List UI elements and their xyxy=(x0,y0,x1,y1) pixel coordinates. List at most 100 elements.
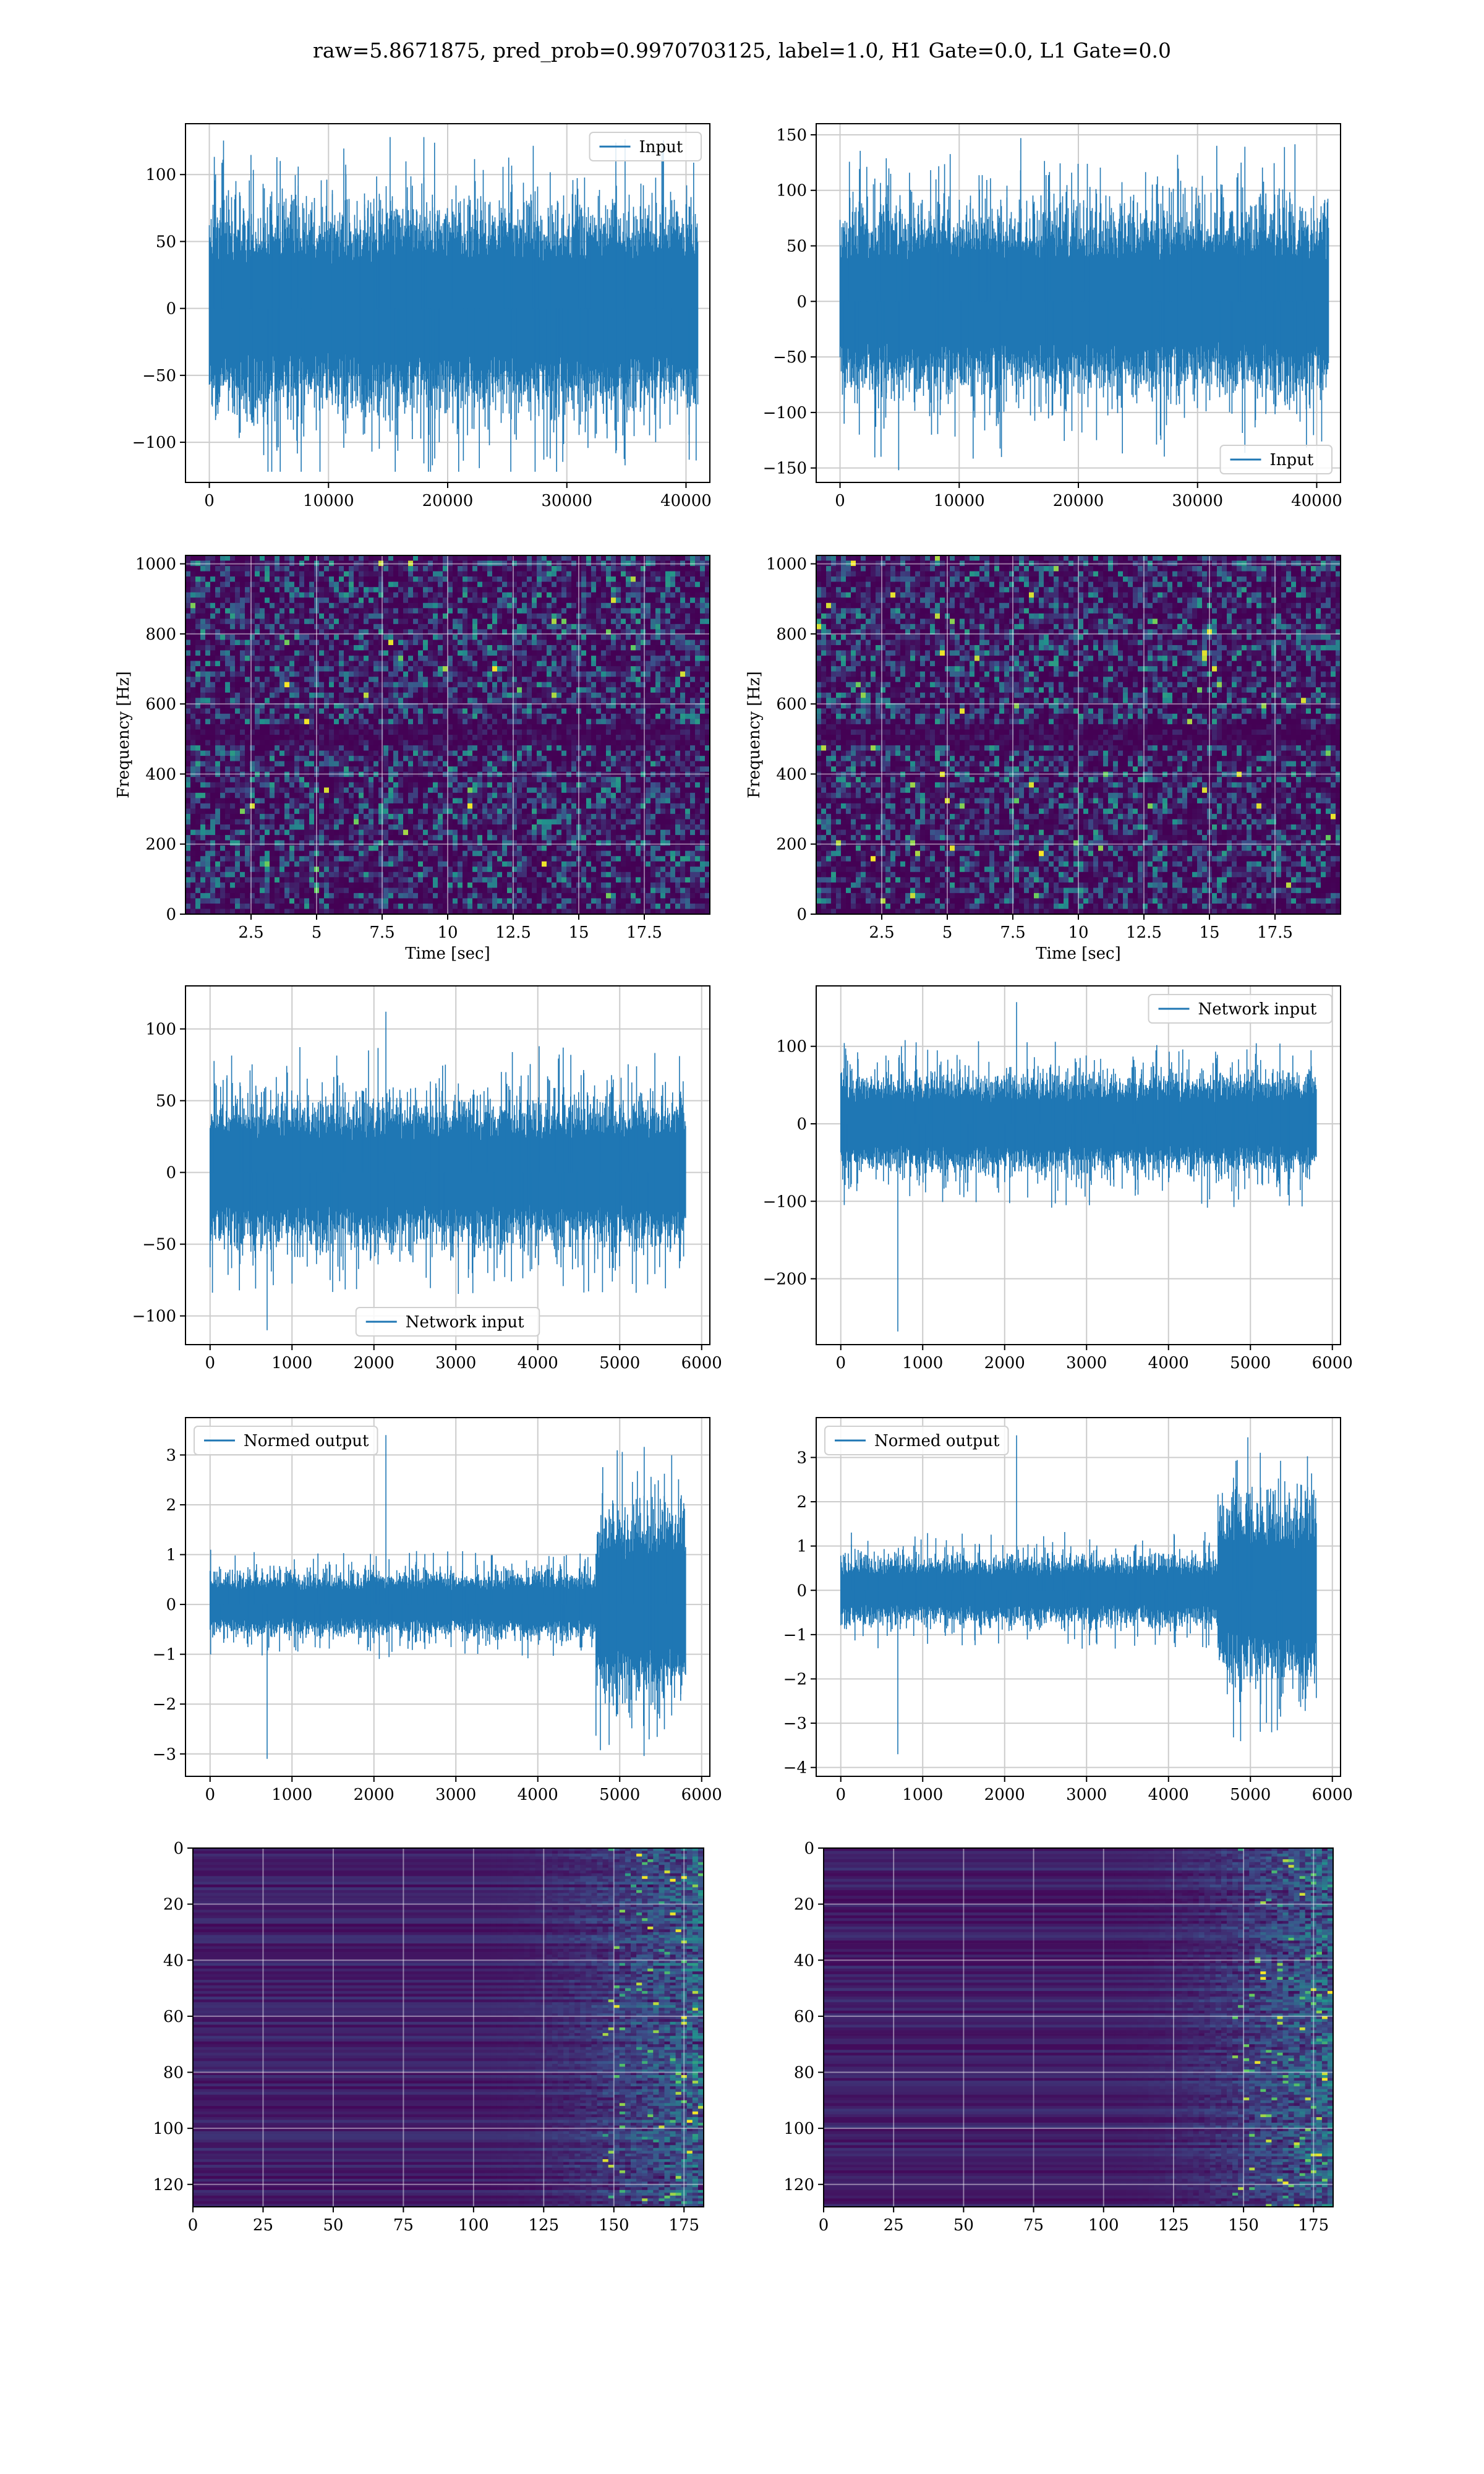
panel-p3-cell xyxy=(373,724,379,730)
panel-p3-cell xyxy=(596,634,602,640)
panel-p3-cell xyxy=(418,602,424,609)
panel-p3-cell xyxy=(413,708,419,714)
panel-p3-cell xyxy=(700,703,706,709)
panel-p3-cell xyxy=(448,671,453,677)
panel-p3-cell xyxy=(413,724,419,730)
panel-p3-cell xyxy=(626,729,631,735)
panel-p3-cell xyxy=(200,597,206,604)
panel-p3-cell xyxy=(364,750,369,756)
panel-p3-cell xyxy=(373,597,379,604)
panel-p3-cell xyxy=(616,613,621,619)
panel-p3-cell xyxy=(621,566,626,572)
panel-p3-cell xyxy=(695,566,701,572)
panel-p3-cell xyxy=(581,661,587,667)
panel-p3-cell xyxy=(294,613,300,619)
panel-p3-cell xyxy=(438,687,443,693)
panel-p3-cell xyxy=(685,750,691,756)
panel-p3-cell xyxy=(423,555,429,562)
panel-p3-cell xyxy=(443,618,448,625)
panel-p3-cell xyxy=(660,677,666,683)
panel-p3-cell xyxy=(611,708,616,714)
panel-p3-cell xyxy=(309,645,315,651)
panel-p3-cell xyxy=(393,634,399,640)
panel-p3-cell xyxy=(443,566,448,572)
panel-p3-cell xyxy=(492,692,498,698)
panel-p3-cell xyxy=(433,560,438,567)
panel-p3-cell xyxy=(294,581,300,588)
panel-p3-cell xyxy=(547,592,552,598)
panel-p3-cell xyxy=(438,645,443,651)
panel-p3-cell xyxy=(566,698,572,704)
panel-p3-cell xyxy=(284,555,290,562)
panel-p3-cell xyxy=(418,792,424,798)
panel-p3-cell xyxy=(527,566,532,572)
panel-p3-cell xyxy=(359,777,364,783)
panel-p3-cell xyxy=(428,719,433,725)
panel-p3-cell xyxy=(492,566,498,572)
panel-p3-cell xyxy=(245,745,250,751)
panel-p3-cell xyxy=(289,713,295,719)
panel-p3-cell xyxy=(359,602,364,609)
panel-p3-cell xyxy=(408,566,414,572)
panel-p3-cell xyxy=(270,634,275,640)
panel-p3-cell xyxy=(453,792,458,798)
panel-p3-cell xyxy=(552,756,557,762)
panel-p3-cell xyxy=(393,787,399,794)
panel-p3-cell xyxy=(235,634,241,640)
panel-p3-cell xyxy=(319,766,325,773)
panel-p3-cell xyxy=(225,677,231,683)
panel-p3-cell xyxy=(275,698,280,704)
panel-p3-cell xyxy=(532,571,537,577)
panel-p3-cell xyxy=(393,729,399,735)
panel-p3-cell xyxy=(596,740,602,746)
panel-p3-cell xyxy=(621,713,626,719)
panel-p3-cell xyxy=(680,756,686,762)
panel-p3-cell xyxy=(542,740,547,746)
panel-p3-cell xyxy=(655,640,661,646)
panel-p3-cell xyxy=(448,692,453,698)
panel-p3-cell xyxy=(561,745,567,751)
panel-p3-cell xyxy=(655,597,661,604)
panel-p3-cell xyxy=(398,587,404,593)
panel-p3-cell xyxy=(275,787,280,794)
panel-p3-cell xyxy=(700,634,706,640)
panel-p3-cell xyxy=(270,608,275,614)
panel-p3-cell xyxy=(448,634,453,640)
panel-p3-cell xyxy=(705,729,710,735)
panel-p3-cell xyxy=(275,602,280,609)
panel-p3-cell xyxy=(576,634,582,640)
panel-p3-cell xyxy=(354,782,359,788)
panel-p3-cell xyxy=(373,782,379,788)
panel-p3-cell xyxy=(690,555,696,562)
panel-p3-cell xyxy=(636,592,641,598)
panel-p3-cell xyxy=(626,698,631,704)
panel-p3-cell xyxy=(205,613,211,619)
panel-p3-cell xyxy=(260,729,265,735)
panel-p3-cell xyxy=(467,608,473,614)
panel-p3-cell xyxy=(512,792,518,798)
panel-p3-cell xyxy=(433,666,438,672)
panel-p3-cell xyxy=(571,750,577,756)
panel-p3-cell xyxy=(428,650,433,656)
panel-p3-cell xyxy=(695,587,701,593)
panel-p3-cell xyxy=(492,713,498,719)
panel-p3-cell xyxy=(482,645,488,651)
panel-p3-cell xyxy=(398,677,404,683)
panel-p3-cell xyxy=(260,571,265,577)
panel-p3-cell xyxy=(403,787,409,794)
panel-p2-xtick-label: 0 xyxy=(835,492,845,510)
panel-p3-cell xyxy=(552,587,557,593)
panel-p3-cell xyxy=(596,766,602,773)
panel-p3-cell xyxy=(309,576,315,583)
panel-p3-cell xyxy=(349,735,354,741)
panel-p3-cell xyxy=(428,560,433,567)
panel-p3-cell xyxy=(616,566,621,572)
panel-p3-cell xyxy=(650,724,656,730)
panel-p3-cell xyxy=(255,634,260,640)
panel-p3-cell xyxy=(373,708,379,714)
panel-p3-cell xyxy=(547,618,552,625)
panel-p3-cell xyxy=(438,613,443,619)
panel-p3-cell xyxy=(215,766,221,773)
panel-p3-cell xyxy=(235,745,241,751)
panel-p3-cell xyxy=(270,740,275,746)
